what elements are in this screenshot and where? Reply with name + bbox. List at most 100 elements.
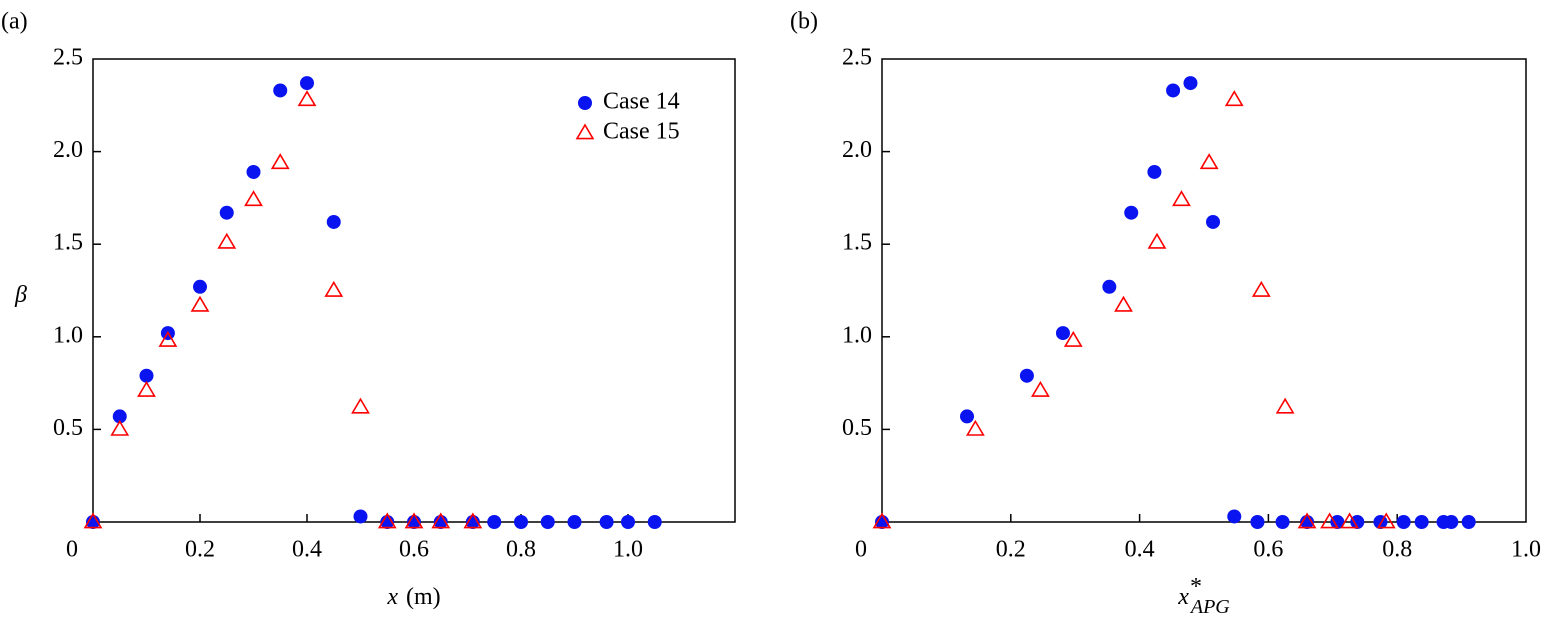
point: [190, 295, 210, 312]
legend-marker: [578, 96, 592, 110]
point: [1102, 279, 1117, 294]
point: [1114, 295, 1133, 312]
point: [1297, 512, 1317, 529]
point: [1147, 232, 1167, 249]
legend-marker: [575, 123, 595, 140]
x-tick-label: 1.0: [613, 537, 643, 563]
point: [112, 409, 127, 424]
y-tick-label: 2.0: [53, 137, 83, 163]
x-axis-sub: APG: [1189, 596, 1230, 618]
x-tick-label: 0: [66, 537, 78, 563]
point: [404, 512, 424, 529]
point: [1224, 90, 1244, 107]
point: [324, 280, 344, 297]
x-axis-sup: *: [1189, 574, 1201, 600]
point: [1199, 153, 1219, 170]
point: [193, 279, 207, 294]
point: [1275, 515, 1290, 529]
point: [487, 515, 502, 529]
point: [244, 190, 263, 207]
point: [1396, 515, 1411, 529]
plot-frame: [881, 58, 1527, 523]
point: [1166, 83, 1181, 98]
point: [1055, 326, 1070, 341]
y-tick-label: 0.5: [842, 415, 872, 441]
y-tick-label: 2.5: [842, 45, 872, 71]
point: [1031, 380, 1050, 397]
y-tick-label: 1.5: [842, 230, 872, 256]
x-tick-label: 1.0: [1511, 537, 1541, 563]
point: [1250, 515, 1265, 529]
point: [1350, 515, 1365, 529]
point: [514, 515, 528, 529]
y-tick-label: 1.5: [53, 230, 83, 256]
point: [1275, 397, 1295, 414]
point: [351, 397, 370, 414]
point: [1183, 76, 1198, 91]
point: [960, 409, 975, 424]
point: [965, 419, 985, 436]
y-tick-label: 0.5: [53, 415, 83, 441]
x-tick-label: 0.2: [996, 537, 1026, 563]
point: [567, 515, 582, 529]
y-tick-label: 2.5: [53, 45, 83, 71]
point: [1172, 190, 1191, 207]
point: [158, 330, 178, 347]
point: [1227, 509, 1242, 524]
point: [1019, 368, 1034, 383]
x-tick-label: 0.8: [1382, 537, 1412, 563]
x-tick-label: 0.8: [506, 537, 536, 563]
y-tick-label: 2.0: [842, 137, 872, 163]
point: [139, 368, 154, 383]
x-tick-label: 0.4: [1125, 537, 1155, 563]
point: [463, 512, 483, 529]
point: [1330, 515, 1345, 529]
point: [1414, 515, 1429, 529]
point: [1320, 512, 1339, 529]
x-axis-unit: (m): [406, 584, 441, 610]
point: [377, 512, 397, 529]
point: [1251, 280, 1271, 297]
x-axis-symbol: x: [386, 584, 398, 610]
point: [540, 515, 555, 529]
y-axis-label: β: [14, 282, 27, 308]
x-tick-label: 0.2: [185, 537, 215, 563]
point: [219, 205, 234, 220]
point: [326, 214, 341, 229]
point: [1376, 512, 1396, 529]
point: [83, 512, 103, 529]
point: [621, 515, 635, 529]
x-tick-label: 0.6: [1253, 537, 1283, 563]
point: [137, 380, 156, 397]
point: [273, 83, 288, 98]
point: [1124, 205, 1139, 220]
x-axis-symbol: x: [1177, 584, 1189, 610]
point: [1063, 330, 1083, 347]
x-axis-label: x (m): [386, 584, 440, 610]
x-axis-label: x* APG: [1177, 574, 1230, 618]
legend-label: Case 15: [603, 119, 680, 145]
point: [300, 76, 314, 91]
point: [1340, 512, 1359, 529]
point: [353, 509, 368, 524]
y-tick-label: 1.0: [842, 322, 872, 348]
legend-label: Case 14: [603, 89, 680, 115]
point: [1444, 515, 1459, 529]
point: [1206, 214, 1221, 229]
point: [647, 515, 662, 529]
point: [1147, 164, 1162, 179]
point: [297, 90, 317, 107]
panel-label: (a): [1, 9, 28, 35]
point: [110, 419, 130, 436]
panel-label: (b): [790, 9, 818, 35]
point: [599, 515, 614, 529]
x-tick-label: 0: [855, 537, 867, 563]
x-tick-label: 0.4: [292, 537, 322, 563]
point: [246, 164, 261, 179]
point: [270, 153, 290, 170]
point: [217, 232, 237, 249]
point: [872, 512, 892, 529]
x-tick-label: 0.6: [399, 537, 429, 563]
